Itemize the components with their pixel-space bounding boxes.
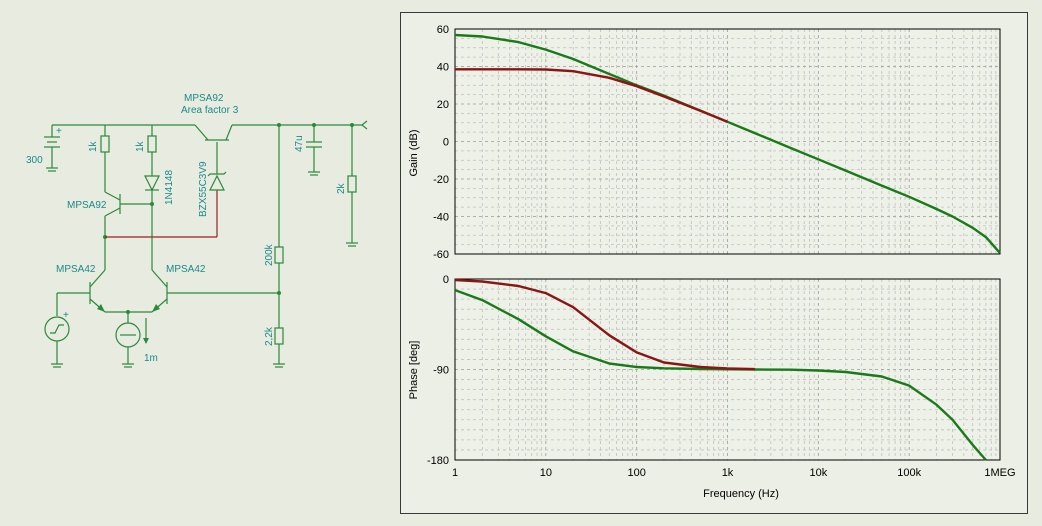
svg-text:+: + [56,126,62,137]
plot-frame [454,28,1001,255]
transistor-mpsa42-right [151,269,168,313]
cap-label: 47u [294,135,305,152]
current-source-label: 1m [144,353,158,364]
circuit-schematic: + 300 1k 1k 1N4148 MPSA92 BZX55C3V9 [26,93,368,368]
gain-axis-label: Gain (dB) [408,129,420,176]
q-bottom-left-label: MPSA42 [56,264,96,275]
x-tick-label: 100k [897,467,921,479]
resistor-1k-right-label: 1k [135,140,146,152]
resistor-200k [274,246,284,264]
r200k-label: 200k [264,243,275,266]
gain-plot: 60 40 20 0 -20 -40 -60 [433,24,1001,261]
load-label: 2k [336,182,347,194]
series-line-1 [455,68,728,123]
x-tick-label: 10k [809,467,827,479]
y-tick-label: 20 [437,99,449,111]
series-line-0 [454,33,1001,254]
y-tick-label: 40 [437,62,449,74]
signal-source: + [44,310,70,368]
resistor-2k-load [346,125,358,247]
x-tick-label: 1MEG [984,467,1015,479]
transistor-mpsa92-right [194,124,233,141]
x-tick-label: 100 [627,467,645,479]
plot-frame [454,278,1001,461]
q-top-right-label: MPSA92 [184,93,224,104]
r2k2-label: 2,2k [264,326,275,346]
zener-diode [207,171,227,191]
diode-1n4148 [144,175,160,192]
y-tick-label: -180 [427,455,449,467]
x-tick-label: 10 [540,467,552,479]
frequency-axis-label: Frequency (Hz) [703,488,779,500]
y-tick-label: 0 [443,274,449,286]
transistor-mpsa42-left [89,269,106,313]
phase-axis-label: Phase [deg] [408,341,420,400]
x-tick-label: 1k [722,467,734,479]
resistor-2k2 [274,327,284,345]
zener-label: BZX55C3V9 [198,161,209,217]
y-tick-label: 60 [437,24,449,36]
battery-value: 300 [26,155,43,166]
q-bottom-right-label: MPSA42 [166,264,206,275]
resistor-1k-left [100,135,110,153]
transistor-mpsa92-left [104,191,154,217]
q-top-left-label: MPSA92 [67,200,107,211]
y-tick-label: -60 [433,249,449,261]
y-tick-label: -40 [433,212,449,224]
resistor-1k-left-label: 1k [88,140,99,152]
diode-label: 1N4148 [164,170,175,205]
y-tick-label: -20 [433,174,449,186]
current-source [115,318,149,368]
svg-text:+: + [63,310,69,321]
capacitor-47u [306,125,322,176]
resistor-1k-right [147,135,157,153]
bode-plot-panel: 60 40 20 0 -20 -40 -60 0 -90 -180 1 10 100 1k 10k 100k… [400,12,1028,514]
y-tick-label: 0 [443,137,449,149]
battery: + [44,125,62,172]
x-tick-label: 1 [452,467,458,479]
series-line-1 [454,278,755,371]
q-top-right-note: Area factor 3 [181,105,239,116]
y-tick-label: -90 [433,365,449,377]
